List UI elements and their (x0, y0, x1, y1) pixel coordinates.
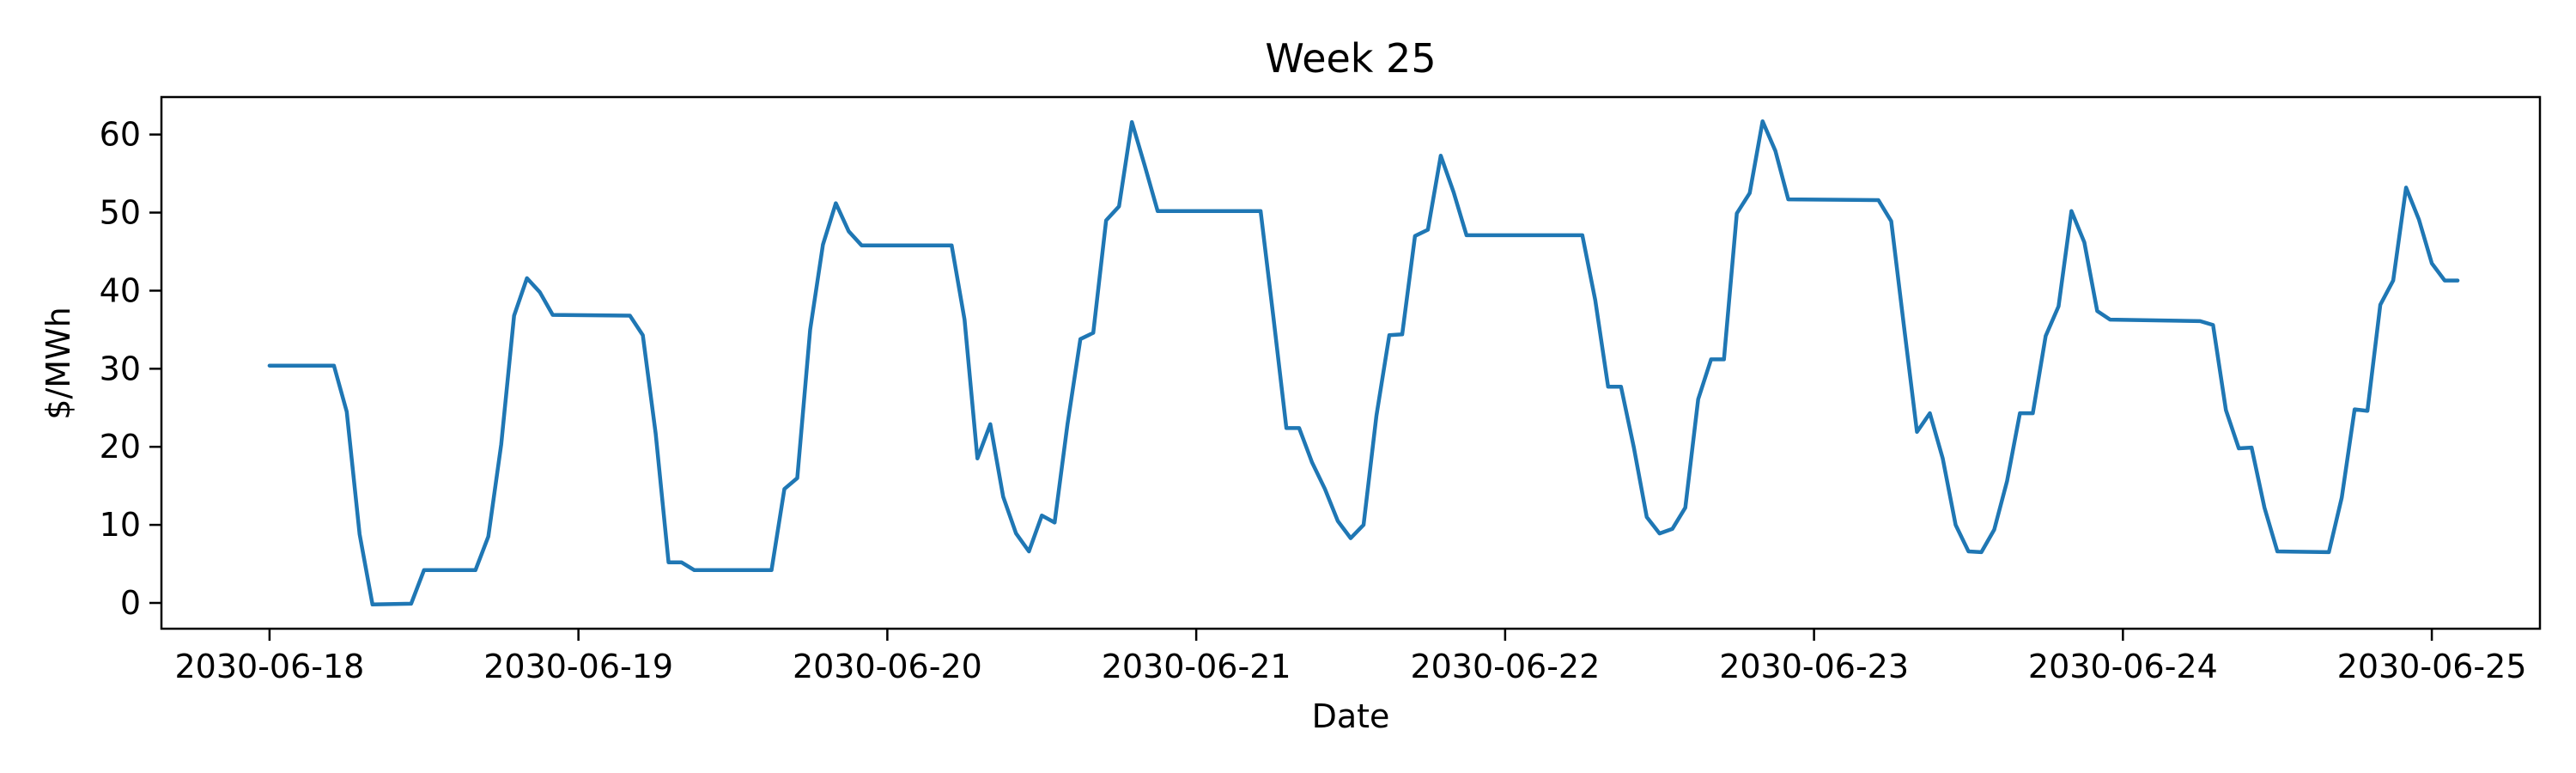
series-line (267, 119, 2460, 607)
y-tick-label: 0 (120, 584, 141, 622)
x-tick-label: 2030-06-20 (793, 648, 982, 685)
y-tick-label: 20 (100, 428, 141, 466)
y-tick-label: 60 (100, 116, 141, 154)
x-tick-label: 2030-06-25 (2337, 648, 2527, 685)
x-tick-label: 2030-06-23 (1719, 648, 1909, 685)
plot-area (160, 95, 2542, 630)
plot-frame (160, 95, 2542, 630)
x-tick-label: 2030-06-19 (483, 648, 673, 685)
y-tick-label: 30 (100, 350, 141, 387)
y-axis: 0 10 20 30 40 50 60 (100, 116, 161, 622)
x-tick-label: 2030-06-22 (1410, 648, 1600, 685)
x-tick-label: 2030-06-24 (2028, 648, 2218, 685)
y-tick-label: 50 (100, 194, 141, 232)
x-tick-label: 2030-06-21 (1102, 648, 1291, 685)
y-tick-label: 10 (100, 506, 141, 544)
chart-title: Week 25 (1265, 35, 1436, 82)
x-tick-label: 2030-06-18 (174, 648, 364, 685)
x-axis: 2030-06-18 2030-06-19 2030-06-20 2030-06-21… (174, 629, 2527, 685)
x-axis-label: Date (1312, 697, 1390, 735)
y-tick-label: 40 (100, 271, 141, 309)
y-axis-label: $/MWh (39, 307, 77, 419)
